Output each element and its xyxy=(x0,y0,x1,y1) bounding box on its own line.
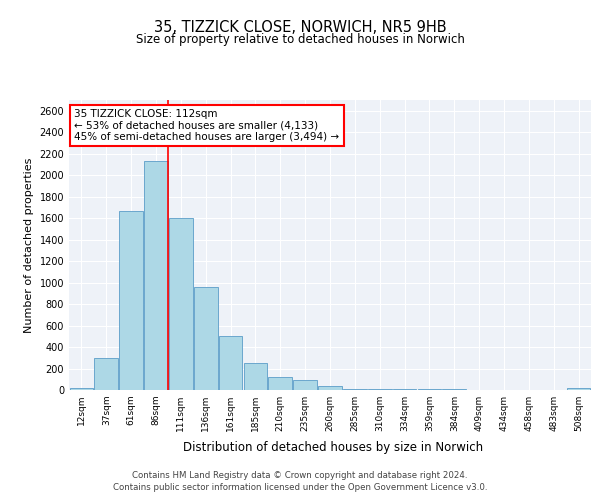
Y-axis label: Number of detached properties: Number of detached properties xyxy=(24,158,34,332)
Bar xyxy=(144,161,168,390)
Text: Contains HM Land Registry data © Crown copyright and database right 2024.: Contains HM Land Registry data © Crown c… xyxy=(132,472,468,480)
Bar xyxy=(318,386,342,390)
Bar xyxy=(368,389,392,390)
Text: 35, TIZZICK CLOSE, NORWICH, NR5 9HB: 35, TIZZICK CLOSE, NORWICH, NR5 9HB xyxy=(154,20,446,35)
Bar xyxy=(94,358,118,390)
Bar xyxy=(567,388,590,390)
Bar xyxy=(343,389,367,390)
Text: Size of property relative to detached houses in Norwich: Size of property relative to detached ho… xyxy=(136,34,464,46)
Bar xyxy=(169,218,193,390)
Text: Distribution of detached houses by size in Norwich: Distribution of detached houses by size … xyxy=(183,441,483,454)
Text: 35 TIZZICK CLOSE: 112sqm
← 53% of detached houses are smaller (4,133)
45% of sem: 35 TIZZICK CLOSE: 112sqm ← 53% of detach… xyxy=(74,108,340,142)
Bar xyxy=(70,388,93,390)
Bar xyxy=(219,336,242,390)
Bar xyxy=(244,363,267,390)
Bar xyxy=(293,380,317,390)
Bar xyxy=(119,210,143,390)
Bar xyxy=(268,377,292,390)
Text: Contains public sector information licensed under the Open Government Licence v3: Contains public sector information licen… xyxy=(113,482,487,492)
Bar xyxy=(194,287,218,390)
